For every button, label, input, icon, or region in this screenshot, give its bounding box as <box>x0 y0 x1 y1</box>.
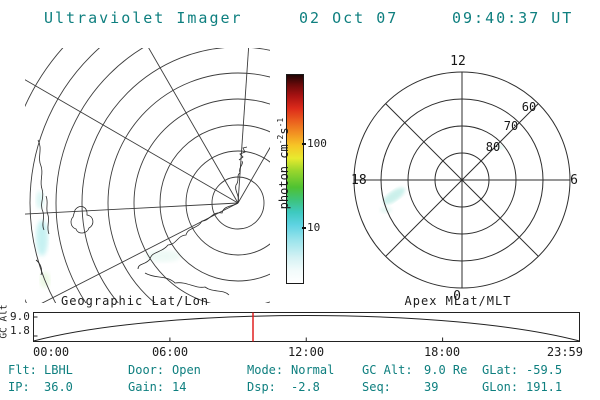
apex-polar-plot: 12 18 6 0 60 70 80 <box>351 54 578 304</box>
status-seq: Seq: 39 <box>362 380 438 394</box>
colorbar <box>286 74 304 284</box>
status-door: Door: Open <box>128 363 201 377</box>
apex-panel-caption: Apex MLat/MLT <box>404 294 512 308</box>
status-gcalt: GC Alt: 9.0 Re <box>362 363 467 377</box>
xtick-0000: 00:00 <box>33 345 70 359</box>
aurora-emission-geo <box>36 191 181 288</box>
status-dsp: Dsp: -2.8 <box>247 380 320 394</box>
colorbar-tick-upper-mark <box>302 143 306 145</box>
colorbar-tick-upper: 100 <box>307 137 327 150</box>
xtick-2359: 23:59 <box>546 345 583 359</box>
aurora-emission-apex <box>380 144 504 213</box>
header-date: 02 Oct 07 <box>299 9 399 27</box>
status-ip: IP: 36.0 <box>8 380 73 394</box>
status-gain: Gain: 14 <box>128 380 186 394</box>
page-title: Ultraviolet Imager <box>44 9 243 27</box>
status-mode-label: Mode: <box>247 363 284 377</box>
status-glon-value: 191.1 <box>526 380 563 394</box>
status-glat-label: GLat: <box>482 363 519 377</box>
mlat-label-60: 60 <box>522 100 536 114</box>
mlat-label-80: 80 <box>486 140 500 154</box>
xtick-1800: 18:00 <box>423 345 461 359</box>
status-glon: GLon: 191.1 <box>482 380 562 394</box>
gc-alt-strip <box>33 312 580 342</box>
header-time: 09:40:37 UT <box>452 9 574 27</box>
colorbar-tick-lower-mark <box>302 227 306 229</box>
status-seq-label: Seq: <box>362 380 391 394</box>
meridian-lines <box>25 48 270 303</box>
coastlines <box>35 139 248 296</box>
colorbar-label-prefix: photon cm <box>277 144 291 210</box>
mlt-label-6: 6 <box>570 173 578 188</box>
status-dsp-label: Dsp: <box>247 380 276 394</box>
mlt-spokes <box>354 72 570 288</box>
status-door-value: Open <box>172 363 201 377</box>
colorbar-tick-lower: 10 <box>307 221 321 234</box>
xtick-1200: 12:00 <box>287 345 325 359</box>
status-gain-label: Gain: <box>128 380 165 394</box>
xtick-0600: 06:00 <box>151 345 189 359</box>
status-door-label: Door: <box>128 363 165 377</box>
status-dsp-value: -2.8 <box>291 380 320 394</box>
altitude-curve <box>33 315 580 342</box>
status-flt-label: Flt: <box>8 363 37 377</box>
mlt-label-12: 12 <box>450 54 466 69</box>
mlt-label-18: 18 <box>351 173 367 188</box>
gc-alt-max: 9.0 <box>10 310 30 323</box>
status-ip-label: IP: <box>8 380 30 394</box>
status-ip-value: 36.0 <box>44 380 73 394</box>
colorbar-label: photon cm-2s-1 <box>262 108 291 248</box>
colorbar-label-sup2: -1 <box>276 117 285 128</box>
strip-ticks <box>33 316 444 342</box>
gc-alt-min: 1.8 <box>10 324 30 337</box>
status-gcalt-label: GC Alt: <box>362 363 413 377</box>
status-glat: GLat: -59.5 <box>482 363 562 377</box>
colorbar-label-sup1: -2 <box>276 134 285 145</box>
status-seq-value: 39 <box>424 380 439 394</box>
geo-panel-caption: Geographic Lat/Lon <box>60 294 210 308</box>
status-gcalt-value: 9.0 Re <box>424 363 468 377</box>
colorbar-label-mid: s <box>277 127 291 135</box>
status-glat-value: -59.5 <box>526 363 563 377</box>
status-mode: Mode: Normal <box>247 363 334 377</box>
status-flt: Flt: LBHL <box>8 363 73 377</box>
mlt-label-0: 0 <box>453 289 461 304</box>
gc-alt-axis-label: GC Alt <box>0 304 10 339</box>
status-flt-value: LBHL <box>44 363 73 377</box>
status-mode-value: Normal <box>291 363 335 377</box>
status-glon-label: GLon: <box>482 380 519 394</box>
geographic-map <box>25 48 270 303</box>
latitude-rings <box>25 48 270 303</box>
strip-frame <box>33 312 580 342</box>
mlat-label-70: 70 <box>504 119 518 133</box>
status-gain-value: 14 <box>172 380 187 394</box>
